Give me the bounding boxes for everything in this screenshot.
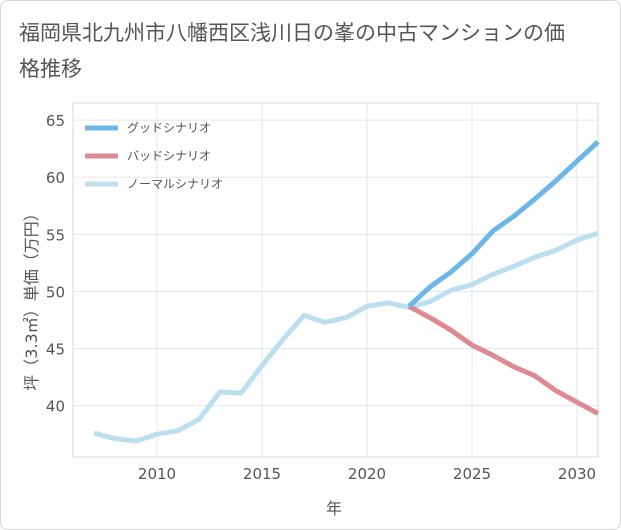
legend-label: ノーマルシナリオ [127, 177, 223, 191]
x-tick-label: 2010 [138, 465, 176, 483]
legend-label: グッドシナリオ [127, 121, 211, 135]
x-tick-label: 2030 [558, 465, 596, 483]
y-tick-label: 50 [46, 283, 65, 301]
series-line-2 [93, 230, 599, 444]
x-tick-label: 2015 [243, 465, 281, 483]
series-lines [93, 139, 600, 444]
y-axis-label: 坪（3.3㎡）単価（万円） [22, 205, 41, 390]
x-axis-label: 年 [326, 499, 342, 518]
x-tick-label: 2020 [348, 465, 386, 483]
series-line-1 [407, 304, 600, 416]
plot-frame [72, 102, 599, 458]
legend-label: バッドシナリオ [127, 149, 211, 163]
axis-ticks: 40 45 50 55 60 65 2010 2015 2020 2025 2030 [46, 112, 596, 483]
y-tick-label: 65 [46, 112, 65, 130]
y-tick-label: 40 [46, 398, 65, 416]
x-tick-label: 2025 [453, 465, 491, 483]
y-tick-label: 60 [46, 169, 65, 187]
y-tick-label: 45 [46, 341, 65, 359]
y-tick-label: 55 [46, 226, 65, 244]
series-line-0 [407, 139, 600, 309]
chart-title: 福岡県北九州市八幡西区浅川日の峯の中古マンションの価格推移 [19, 21, 565, 81]
